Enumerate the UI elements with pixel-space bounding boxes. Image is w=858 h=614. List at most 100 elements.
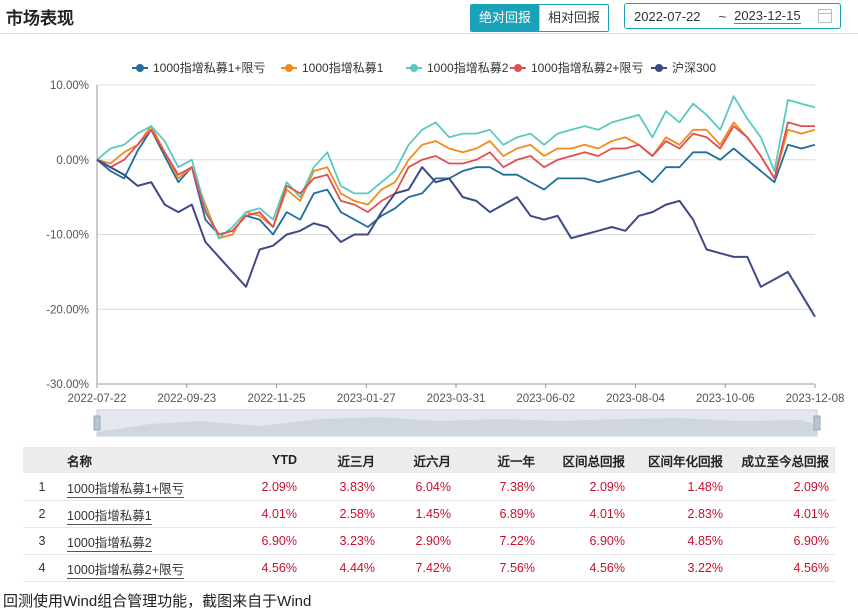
table-header-6m[interactable]: 近六月 (381, 447, 457, 474)
legend-label: 沪深300 (672, 61, 716, 75)
table-header-row: 名称 YTD 近三月 近六月 近一年 区间总回报 区间年化回报 成立至今总回报 (23, 447, 835, 474)
table-header-1y[interactable]: 近一年 (457, 447, 541, 474)
table-header-index (23, 447, 63, 474)
y-tick-label: 10.00% (50, 80, 89, 92)
zoom-slider[interactable] (93, 409, 821, 437)
legend-item-5[interactable]: 沪深300 (651, 61, 716, 75)
row-value-cell: 7.38% (457, 473, 541, 501)
date-range-picker[interactable]: 2022-07-22 ~ 2023-12-15 (624, 3, 841, 29)
chart-legend: 1000指增私募1+限亏 1000指增私募1 1000指增私募2 1000指增私募2+… (132, 60, 716, 75)
legend-label: 1000指增私募2 (427, 60, 509, 75)
table-header-period-annual[interactable]: 区间年化回报 (631, 447, 729, 474)
table-row[interactable]: 1 1000指增私募1+限亏 2.09% 3.83% 6.04% 7.38% 2.09% 1.… (23, 473, 835, 501)
calendar-icon[interactable] (818, 9, 832, 23)
row-name-cell: 1000指增私募2+限亏 (63, 554, 207, 582)
row-value-cell: 6.04% (381, 473, 457, 501)
row-index: 4 (23, 554, 63, 582)
legend-item-2[interactable]: 1000指增私募1 (281, 60, 384, 75)
legend-item-1[interactable]: 1000指增私募1+限亏 (132, 60, 265, 75)
legend-marker-dot (285, 64, 293, 72)
x-tick-label: 2023-03-31 (427, 393, 486, 405)
legend-label: 1000指增私募2+限亏 (531, 60, 643, 75)
fund-name-link[interactable]: 1000指增私募1 (67, 508, 152, 525)
legend-marker-dot (514, 64, 522, 72)
row-value-cell: 4.01% (729, 500, 835, 528)
x-tick-label: 2023-10-06 (696, 393, 755, 405)
row-value-cell: 3.83% (303, 473, 381, 501)
row-name-cell: 1000指增私募2 (63, 527, 207, 555)
table-header-name[interactable]: 名称 (63, 447, 207, 474)
row-value-cell: 1.48% (631, 473, 729, 501)
table-header-3m[interactable]: 近三月 (303, 447, 381, 474)
table-header-ytd[interactable]: YTD (207, 447, 303, 474)
x-tick-label: 2022-11-25 (248, 393, 306, 405)
zoom-handle-left[interactable] (93, 415, 101, 431)
series-line-1 (96, 128, 816, 236)
row-value-cell: 2.09% (729, 473, 835, 501)
fund-name-link[interactable]: 1000指增私募2 (67, 535, 152, 552)
legend-marker-dot (410, 64, 418, 72)
series-line-4 (96, 121, 815, 236)
row-value-cell: 2.90% (381, 527, 457, 555)
tab-relative-return[interactable]: 相对回报 (539, 5, 609, 31)
table-row[interactable]: 4 1000指增私募2+限亏 4.56% 4.44% 7.42% 7.56% 4.56% 3.… (23, 554, 835, 582)
row-value-cell: 2.09% (207, 473, 303, 501)
y-axis: 10.00% 0.00% -10.00% -20.00% -30.00% (46, 80, 89, 391)
row-value-cell: 4.01% (207, 500, 303, 528)
row-name-cell: 1000指增私募1+限亏 (63, 473, 207, 501)
row-value-cell: 4.85% (631, 527, 729, 555)
row-value-cell: 3.23% (303, 527, 381, 555)
row-value-cell: 2.09% (541, 473, 631, 501)
row-value-cell: 4.56% (541, 554, 631, 582)
row-value-cell: 4.56% (729, 554, 835, 582)
header-divider (0, 33, 858, 34)
table-row[interactable]: 3 1000指增私募2 6.90% 3.23% 2.90% 7.22% 6.90% 4.85%… (23, 527, 835, 555)
x-tick-label: 2023-06-02 (516, 393, 575, 405)
y-tick-label: -30.00% (46, 379, 89, 391)
fund-name-link[interactable]: 1000指增私募2+限亏 (67, 562, 185, 579)
x-tick-label: 2023-08-04 (606, 393, 665, 405)
legend-label: 1000指增私募1+限亏 (153, 60, 265, 75)
date-separator: ~ (718, 8, 727, 24)
date-start[interactable]: 2022-07-22 (634, 8, 701, 24)
series-line-2 (96, 121, 816, 240)
row-value-cell: 6.90% (541, 527, 631, 555)
row-value-cell: 4.01% (541, 500, 631, 528)
table-row[interactable]: 2 1000指增私募1 4.01% 2.58% 1.45% 6.89% 4.01% 2.83%… (23, 500, 835, 528)
fund-name-link[interactable]: 1000指增私募1+限亏 (67, 481, 185, 498)
row-name-cell: 1000指增私募1 (63, 500, 207, 528)
row-value-cell: 7.42% (381, 554, 457, 582)
footer-note: 回测使用Wind组合管理功能，截图来自于Wind (3, 593, 312, 610)
series-line-5 (96, 158, 816, 318)
date-end[interactable]: 2023-12-15 (734, 8, 801, 24)
legend-item-3[interactable]: 1000指增私募2 (406, 60, 509, 75)
y-tick-label: 0.00% (56, 155, 89, 167)
row-value-cell: 6.90% (729, 527, 835, 555)
table-header-since-inception[interactable]: 成立至今总回报 (729, 447, 835, 474)
legend-item-4[interactable]: 1000指增私募2+限亏 (510, 60, 643, 75)
row-value-cell: 1.45% (381, 500, 457, 528)
x-tick-label: 2023-12-08 (786, 393, 845, 405)
page-title: 市场表现 (6, 9, 74, 28)
y-tick-label: -10.00% (46, 230, 89, 242)
table-header-period-total[interactable]: 区间总回报 (541, 447, 631, 474)
x-tick-label: 2022-07-22 (68, 393, 127, 405)
series-line-3 (96, 95, 816, 240)
row-value-cell: 2.83% (631, 500, 729, 528)
row-index: 3 (23, 527, 63, 555)
tab-absolute-return[interactable]: 绝对回报 (471, 5, 540, 31)
row-value-cell: 3.22% (631, 554, 729, 582)
legend-label: 1000指增私募1 (302, 60, 384, 75)
row-value-cell: 2.58% (303, 500, 381, 528)
return-mode-toggle: 绝对回报 相对回报 (470, 4, 610, 32)
row-index: 2 (23, 500, 63, 528)
row-value-cell: 7.22% (457, 527, 541, 555)
legend-marker-dot (655, 64, 663, 72)
y-tick-label: -20.00% (46, 304, 89, 316)
x-axis: 2022-07-22 2022-09-23 2022-11-25 2023-01-27… (68, 384, 845, 405)
performance-table: 名称 YTD 近三月 近六月 近一年 区间总回报 区间年化回报 成立至今总回报 … (23, 447, 835, 582)
zoom-handle-right[interactable] (813, 415, 821, 431)
row-value-cell: 6.90% (207, 527, 303, 555)
chart-series (96, 95, 816, 318)
performance-chart: 1000指增私募1+限亏 1000指增私募1 1000指增私募2 1000指增私募2+… (46, 60, 845, 437)
